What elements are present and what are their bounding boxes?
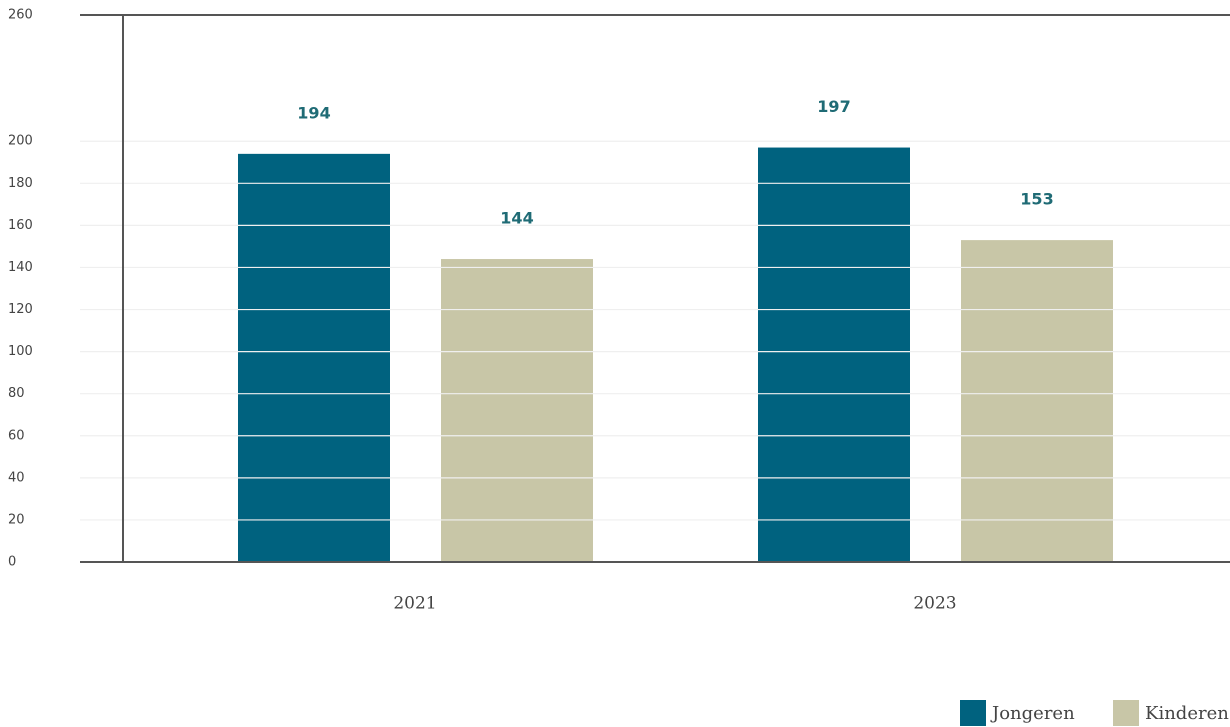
value-label: 194	[297, 103, 330, 122]
y-tick-label: 260	[8, 8, 33, 23]
bar	[961, 240, 1113, 562]
legend-label: Kinderen	[1145, 703, 1229, 724]
y-tick-label: 200	[8, 134, 33, 149]
legend-swatch	[960, 700, 986, 726]
legend-swatch	[1113, 700, 1139, 726]
legend-label: Jongeren	[990, 703, 1075, 724]
y-tick-label: 120	[8, 302, 33, 317]
x-tick-label: 2023	[913, 594, 956, 614]
y-tick-label: 60	[8, 428, 25, 443]
y-tick-label: 40	[8, 470, 25, 485]
y-tick-label: 20	[8, 512, 25, 527]
x-tick-label: 2021	[393, 594, 436, 614]
bar	[758, 147, 910, 563]
value-label: 144	[500, 209, 533, 228]
y-tick-label: 100	[8, 344, 33, 359]
y-tick-label: 0	[8, 555, 16, 570]
bar	[441, 259, 593, 562]
y-tick-label: 80	[8, 386, 25, 401]
bar	[238, 153, 390, 562]
y-tick-label: 160	[8, 218, 33, 233]
value-label: 153	[1020, 190, 1053, 209]
y-tick-label: 180	[8, 176, 33, 191]
value-label: 197	[817, 97, 850, 116]
y-tick-label: 140	[8, 260, 33, 275]
